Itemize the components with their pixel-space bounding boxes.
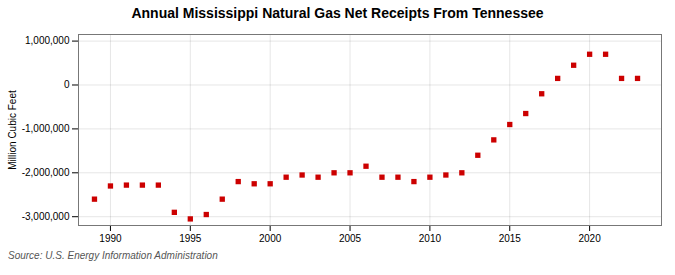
svg-text:2020: 2020 — [578, 233, 601, 244]
svg-text:-1,000,000: -1,000,000 — [22, 123, 70, 134]
html-text:Source: U.S. Energy Informatio: Source: U.S. Energy Information Administ… — [8, 250, 218, 261]
svg-text:-3,000,000: -3,000,000 — [22, 211, 70, 222]
html-text:Annual Mississippi Natural Gas: Annual Mississippi Natural Gas Net Recei… — [131, 5, 544, 21]
svg-text:0: 0 — [64, 79, 70, 90]
svg-text:1995: 1995 — [179, 233, 202, 244]
svg-text:Million Cubic Feet: Million Cubic Feet — [7, 90, 18, 170]
svg-text:2010: 2010 — [419, 233, 442, 244]
svg-text:2015: 2015 — [499, 233, 522, 244]
svg-text:2000: 2000 — [259, 233, 282, 244]
svg-text:1990: 1990 — [99, 233, 122, 244]
svg-text:1,000,000: 1,000,000 — [25, 35, 70, 46]
svg-text:-2,000,000: -2,000,000 — [22, 167, 70, 178]
svg-text:2005: 2005 — [339, 233, 362, 244]
